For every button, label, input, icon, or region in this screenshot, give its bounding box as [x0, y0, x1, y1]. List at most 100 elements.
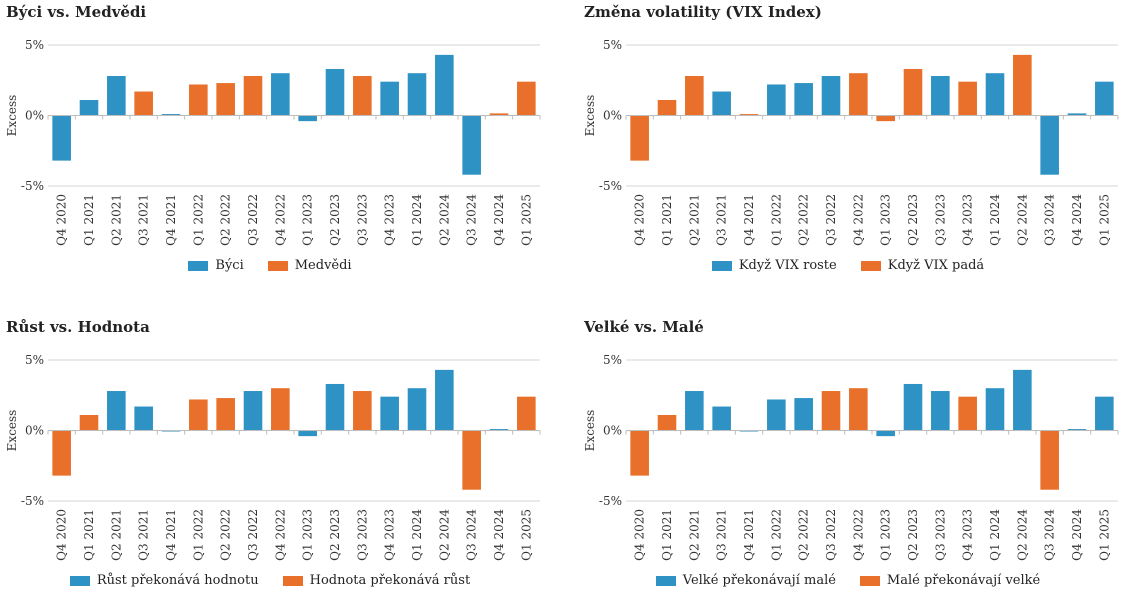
x-tick-label: Q3 2021: [715, 509, 729, 561]
legend-swatch-orange: [860, 260, 881, 271]
bar: [189, 84, 208, 116]
x-tick-label: Q2 2021: [687, 509, 701, 561]
bar: [1095, 81, 1114, 116]
legend-swatch-blue: [69, 575, 90, 586]
x-tick-label: Q3 2022: [246, 194, 260, 246]
chart-title: Růst vs. Hodnota: [6, 318, 150, 336]
x-tick-label: Q4 2020: [55, 194, 69, 246]
x-tick-label: Q1 2022: [191, 194, 205, 246]
y-tick-label: -5%: [21, 494, 44, 508]
x-tick-label: Q3 2023: [933, 509, 947, 561]
bar: [161, 114, 181, 116]
x-tick-label: Q3 2022: [246, 509, 260, 561]
x-tick-label: Q1 2021: [660, 194, 674, 246]
bar: [794, 83, 813, 116]
y-axis-label: Excess: [5, 410, 19, 452]
x-tick-label: Q1 2022: [769, 509, 783, 561]
legend-label: Malé překonávají velké: [886, 573, 1041, 588]
bar: [489, 113, 509, 116]
x-tick-label: Q1 2023: [301, 509, 315, 561]
bar: [435, 54, 454, 116]
x-tick-label: Q2 2023: [906, 509, 920, 561]
bar-chart-large-small: 5% 0% -5% Excess Q4 2020 Q1 2021 Q2 2021 Q3 202…: [583, 353, 1119, 561]
x-tick-label: Q3 2022: [824, 194, 838, 246]
bar: [685, 391, 704, 431]
chart-title: Velké vs. Malé: [584, 318, 704, 336]
bar: [489, 429, 509, 431]
legend-swatch-orange: [267, 260, 288, 271]
bar: [821, 76, 841, 116]
x-tick-label: Q4 2022: [273, 509, 287, 561]
bar: [876, 430, 895, 437]
y-tick-label: 0%: [25, 109, 44, 123]
bar: [958, 81, 977, 116]
bar: [931, 391, 950, 431]
bar: [353, 391, 372, 431]
bar: [1040, 115, 1059, 175]
bar-chart-vix: 5% 0% -5% Excess Q4 2020 Q1 2021 Q2 2021 Q3 202…: [583, 38, 1119, 246]
bar: [517, 396, 536, 431]
chart-panel-bulls-bears: Býci vs. Medvědi 5% 0% -5% Excess Q4 2020 Q1 …: [0, 0, 560, 297]
legend-swatch-blue: [188, 260, 209, 271]
bar: [958, 396, 977, 431]
bar: [1095, 396, 1114, 431]
bar: [107, 76, 126, 116]
x-tick-label: Q1 2023: [301, 194, 315, 246]
y-tick-label: -5%: [599, 179, 622, 193]
x-tick-label: Q1 2021: [660, 509, 674, 561]
chart-panel-vix: Změna volatility (VIX Index) 5% 0% -5% Exce…: [578, 0, 1132, 297]
x-tick-label: Q4 2023: [383, 194, 397, 246]
bar: [767, 399, 786, 431]
x-tick-label: Q2 2024: [1015, 194, 1029, 246]
legend-label: Hodnota překonává růst: [309, 573, 471, 588]
chart-title: Změna volatility (VIX Index): [584, 3, 822, 21]
x-tick-label: Q2 2024: [1015, 509, 1029, 561]
legend-item-value: Hodnota překonává růst: [282, 573, 471, 588]
bar: [739, 114, 759, 116]
x-tick-label: Q4 2021: [742, 509, 756, 561]
x-tick-label: Q3 2021: [137, 194, 151, 246]
x-tick-label: Q1 2021: [82, 509, 96, 561]
bar: [134, 91, 153, 116]
x-tick-label: Q4 2021: [742, 194, 756, 246]
bar: [849, 388, 868, 431]
bar: [435, 369, 454, 431]
bar: [931, 76, 950, 116]
x-tick-label: Q3 2024: [465, 509, 479, 561]
legend-item-large: Velké překonávají malé: [655, 573, 836, 588]
legend-label: Když VIX roste: [738, 258, 837, 273]
x-tick-label: Q1 2024: [410, 509, 424, 561]
legend-swatch-orange: [282, 575, 303, 586]
bar: [380, 81, 399, 116]
bar: [216, 398, 235, 431]
x-tick-label: Q1 2023: [879, 194, 893, 246]
chart-legend: Velké překonávají malé Malé překonávají …: [578, 573, 1118, 588]
y-tick-label: 0%: [603, 109, 622, 123]
x-tick-label: Q1 2025: [1097, 194, 1111, 246]
x-tick-label: Q1 2024: [988, 194, 1002, 246]
legend-item-small: Malé překonávají velké: [859, 573, 1041, 588]
x-tick-label: Q1 2025: [1097, 509, 1111, 561]
x-tick-label: Q4 2022: [273, 194, 287, 246]
x-tick-label: Q2 2021: [109, 194, 123, 246]
bar: [685, 76, 704, 116]
x-tick-label: Q2 2022: [219, 509, 233, 561]
legend-item-vix-up: Když VIX roste: [711, 258, 837, 273]
bar: [876, 115, 895, 122]
bar: [630, 115, 649, 161]
bar: [849, 73, 868, 116]
legend-item-vix-down: Když VIX padá: [860, 258, 984, 273]
legend-swatch-orange: [859, 575, 880, 586]
x-tick-label: Q3 2024: [465, 194, 479, 246]
y-axis-label: Excess: [5, 95, 19, 137]
x-tick-label: Q3 2023: [355, 509, 369, 561]
x-tick-label: Q4 2024: [492, 194, 506, 246]
x-tick-label: Q4 2022: [851, 194, 865, 246]
bar: [298, 115, 317, 122]
bar: [903, 383, 923, 431]
x-tick-label: Q1 2025: [519, 194, 533, 246]
bar: [1013, 54, 1032, 116]
y-tick-label: 5%: [25, 353, 44, 367]
bar: [1040, 430, 1059, 490]
bar-chart-growth-value: 5% 0% -5% Excess Q4 2020 Q1 2021 Q2 2021 Q3 202…: [5, 353, 541, 561]
